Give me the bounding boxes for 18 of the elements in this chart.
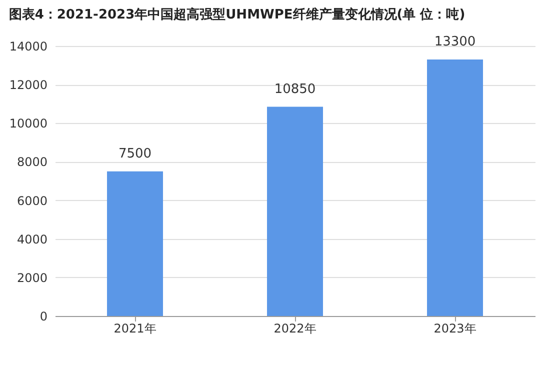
chart-title: 图表4：2021-2023年中国超高强型UHMWPE纤维产量变化情况(单 位：吨) xyxy=(8,6,466,22)
x-tick-label: 2021年 xyxy=(114,322,156,336)
bar xyxy=(107,171,163,316)
y-tick-label: 0 xyxy=(40,310,48,324)
y-tick-label: 12000 xyxy=(9,78,48,92)
data-label: 13300 xyxy=(434,34,476,50)
bar xyxy=(267,106,323,316)
data-label: 7500 xyxy=(118,146,152,162)
data-label: 10850 xyxy=(274,82,316,97)
x-tick-label: 2023年 xyxy=(434,322,476,336)
y-tick-label: 4000 xyxy=(16,232,48,246)
y-tick-label: 6000 xyxy=(16,194,48,208)
y-tick-label: 2000 xyxy=(16,270,48,285)
y-tick-label: 14000 xyxy=(9,40,48,54)
y-tick-label: 10000 xyxy=(9,116,48,131)
y-tick-label: 8000 xyxy=(16,155,48,170)
bar xyxy=(427,60,483,316)
x-tick-label: 2022年 xyxy=(274,322,316,336)
